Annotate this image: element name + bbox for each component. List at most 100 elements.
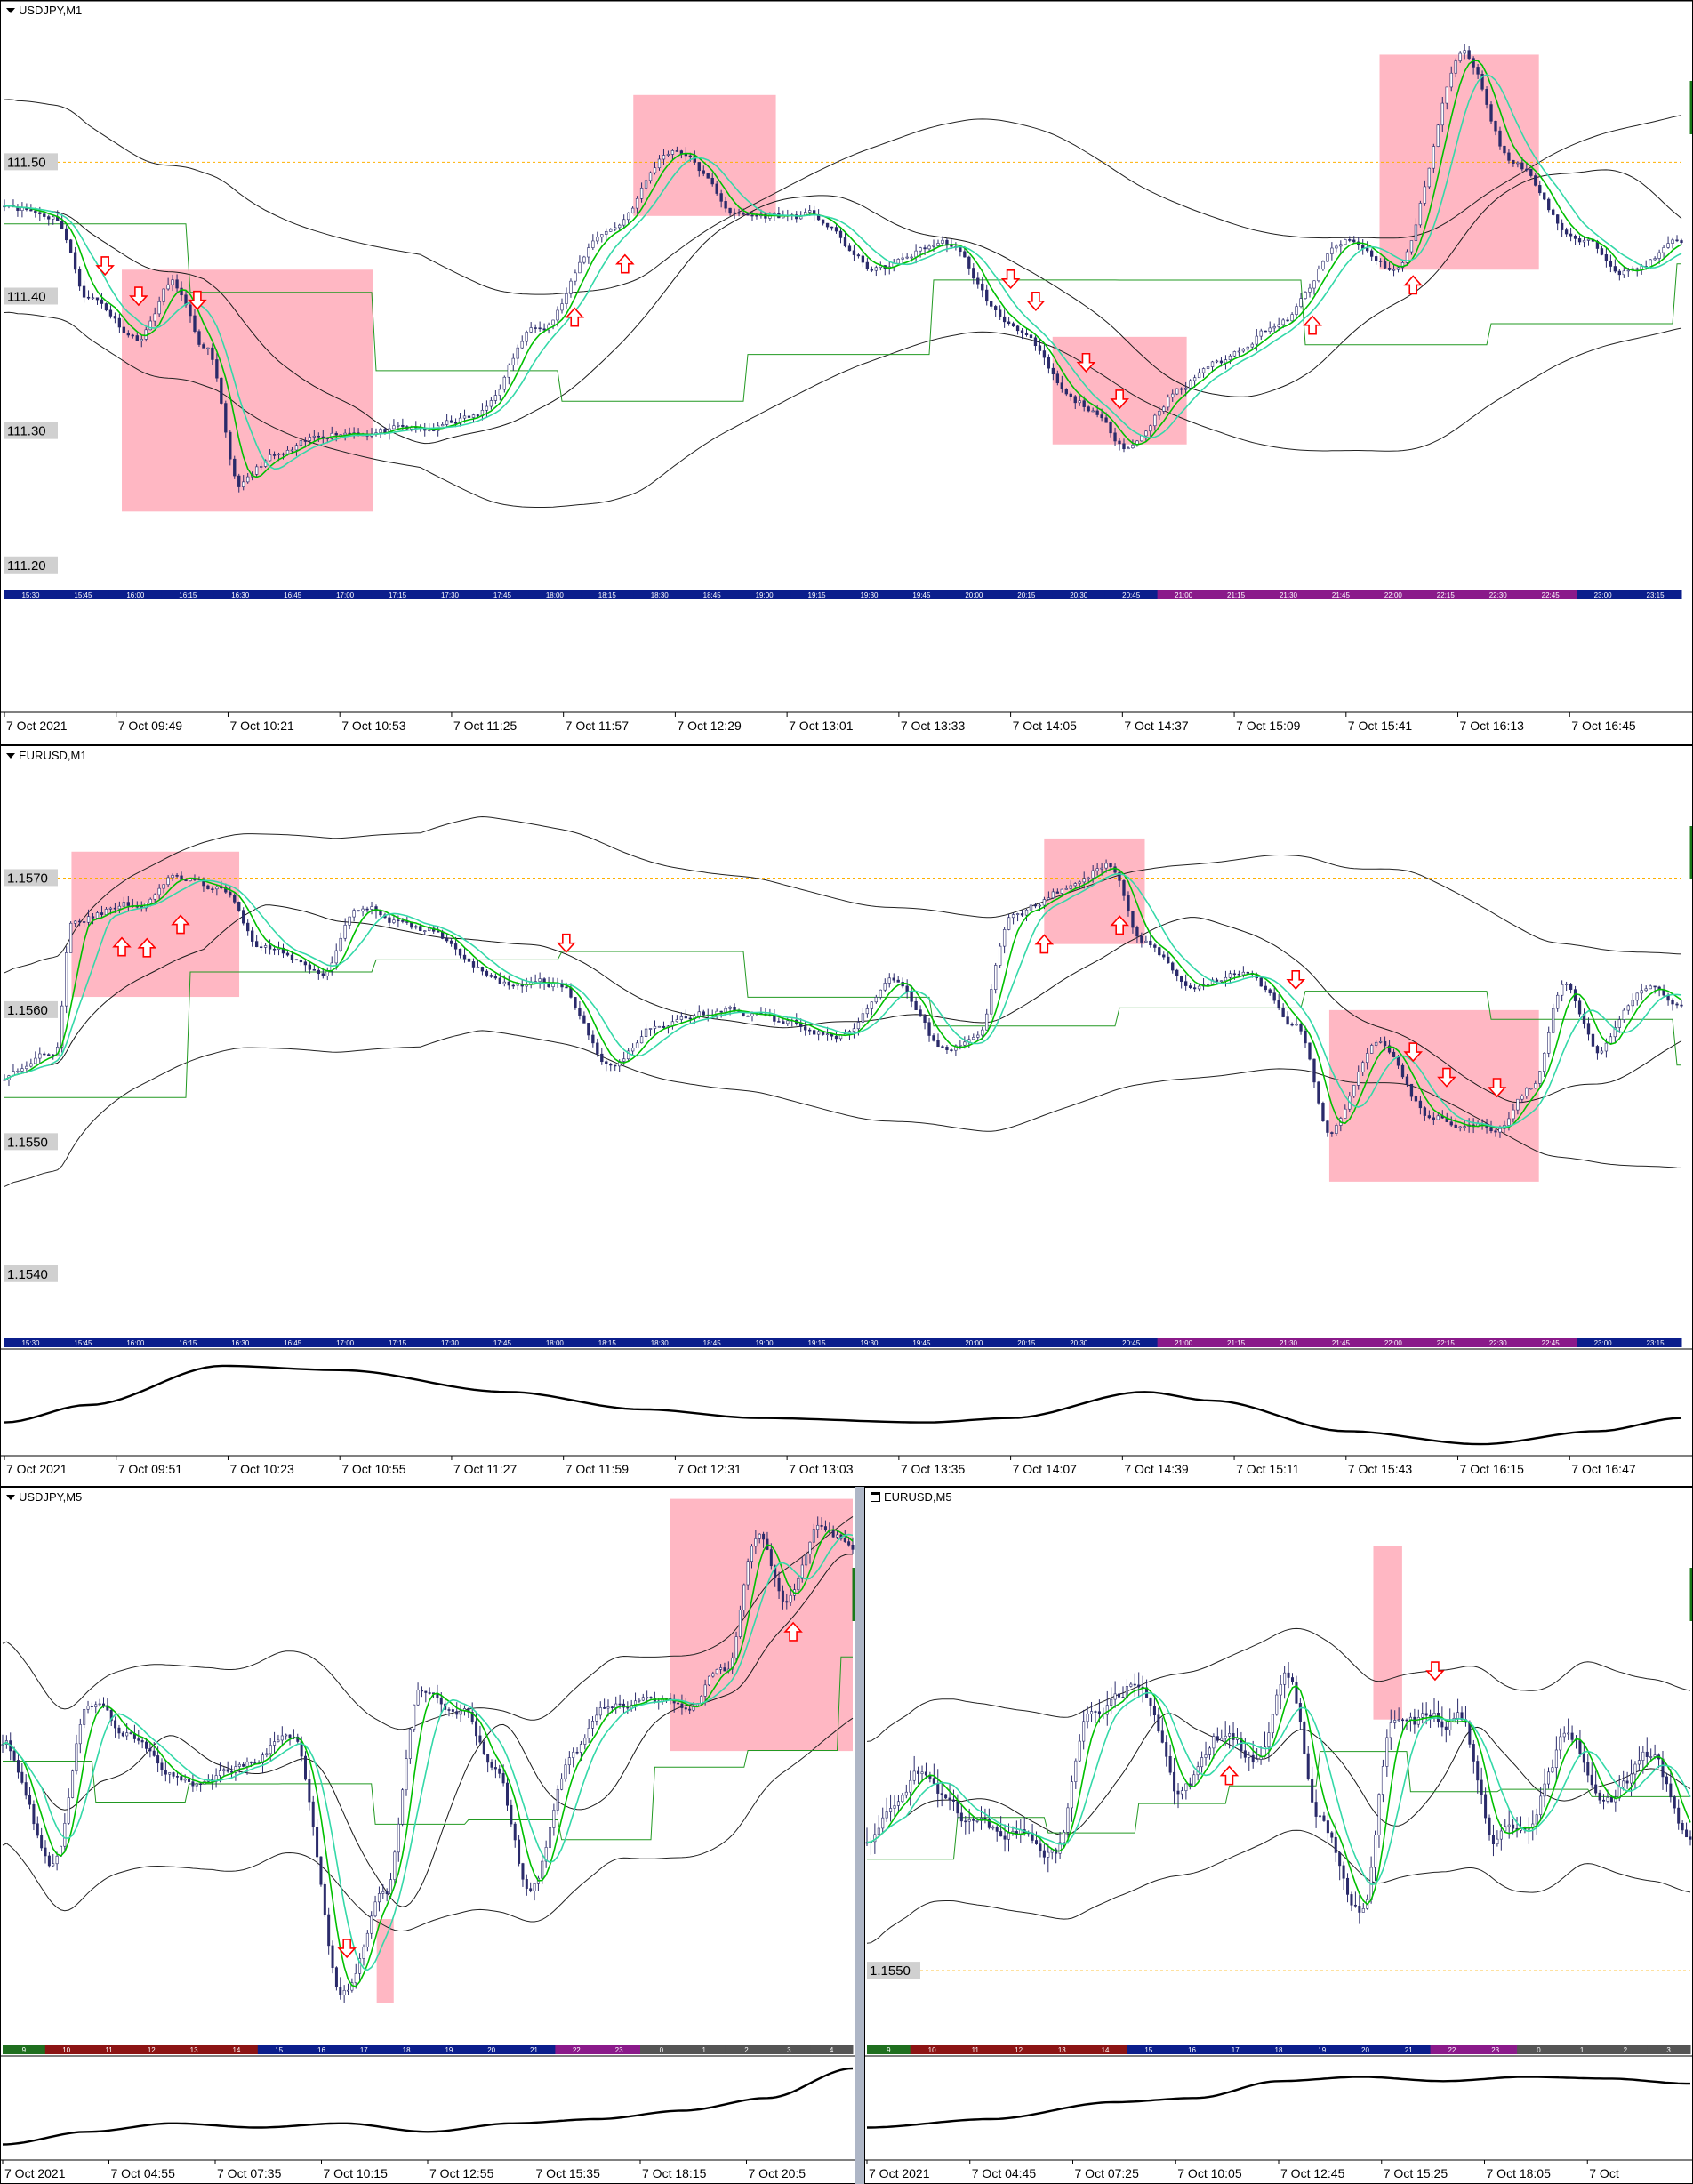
session-segment — [1344, 2045, 1388, 2054]
candle-body — [98, 1703, 101, 1706]
session-segment — [1209, 590, 1263, 599]
candle-body — [1047, 897, 1051, 900]
chevron-down-icon[interactable] — [6, 752, 15, 759]
candle-body — [688, 1708, 692, 1711]
time-label: 7 Oct 10:05 — [1177, 2166, 1242, 2180]
session-segment — [1367, 590, 1420, 599]
candle-body — [600, 234, 604, 238]
candle-body — [985, 1013, 989, 1031]
chart-window-usdjpy-m5[interactable]: USDJPY,M5 9 10 11 12 13 14 15 16 17 18 19 20 21 22 23 0… — [0, 1487, 855, 2184]
candle-body — [361, 908, 365, 912]
time-label: 7 Oct 11:57 — [566, 719, 630, 733]
candle-body — [334, 432, 338, 436]
candle-body — [702, 170, 705, 174]
pane-splitter[interactable] — [855, 1487, 864, 2184]
time-label: 7 Oct 20:5 — [749, 2166, 806, 2180]
candle-body — [1414, 1096, 1418, 1102]
candle-body — [945, 1047, 949, 1050]
chart-canvas[interactable]: 1.1570 1.1560 1.1550 1.1540 15:30 15:45 16:00 1… — [1, 746, 1693, 1487]
candle-body — [189, 879, 192, 881]
session-label: 17:00 — [336, 591, 355, 599]
candle-body — [510, 1804, 513, 1825]
candle-body — [635, 198, 639, 209]
candle-body — [516, 347, 519, 359]
candle-body — [1308, 1042, 1312, 1060]
candle-body — [211, 347, 214, 360]
chart-canvas[interactable]: 111.50 111.40 111.30 111.20 15:30 15:45 16:00 1… — [1, 1, 1693, 745]
candle-body — [769, 1549, 773, 1567]
candle-body — [1543, 1783, 1546, 1797]
session-label: 20:30 — [1070, 591, 1088, 599]
candle-body — [1206, 366, 1210, 369]
candle-body — [622, 219, 626, 226]
candle-body — [1671, 239, 1674, 244]
session-label: 0 — [660, 2046, 664, 2054]
candle-body — [1680, 1004, 1683, 1007]
candle-body — [1507, 1824, 1511, 1827]
session-segment — [4, 590, 58, 599]
candle-body — [263, 945, 268, 948]
session-segment — [1603, 2045, 1648, 2054]
candle-body — [1149, 425, 1152, 432]
session-segment — [1213, 2045, 1258, 2054]
price-label-bg — [4, 422, 58, 439]
candle-body — [1201, 368, 1206, 373]
session-segment — [1419, 590, 1472, 599]
candle-body — [1192, 987, 1197, 990]
session-label: 20:30 — [1070, 1339, 1088, 1347]
candle-body — [420, 1690, 423, 1692]
candle-body — [1298, 1703, 1302, 1722]
candle-body — [65, 952, 68, 1007]
session-label: 19 — [1318, 2046, 1326, 2054]
chart-canvas[interactable]: 9 10 11 12 13 14 15 16 17 18 19 20 21 22 23 0 1 2 3 47 Oct … — [1, 1488, 855, 2184]
chart-window-usdjpy-m1[interactable]: USDJPY,M1 111.50 111.40 111.30 111.20 15:30 1… — [0, 0, 1693, 745]
candle-body — [254, 466, 259, 475]
window-icon[interactable] — [871, 1492, 880, 1502]
candle-body — [195, 1783, 198, 1787]
candle-body — [47, 1855, 51, 1867]
time-label: 7 Oct 18:05 — [1487, 2166, 1552, 2180]
session-label: 11 — [972, 2046, 980, 2054]
price-label: 111.20 — [4, 556, 58, 574]
candle-body — [1024, 909, 1029, 916]
candle-body — [738, 1610, 742, 1637]
candle-body — [719, 1010, 723, 1013]
candle-body — [423, 930, 427, 932]
chart-window-eurusd-m1[interactable]: EURUSD,M1 1.1570 1.1560 1.1550 1.1540 15:30 1… — [0, 745, 1693, 1487]
candle-body — [1570, 1732, 1574, 1740]
candle-body — [114, 1720, 117, 1729]
price-label-text: 111.40 — [7, 290, 46, 305]
session-label: 19:00 — [756, 591, 774, 599]
candle-body — [1586, 238, 1591, 241]
candle-body — [1427, 1115, 1432, 1119]
session-segment — [56, 590, 110, 599]
candle-body — [684, 1016, 688, 1019]
candle-body — [505, 1782, 509, 1806]
session-label: 15:45 — [74, 591, 92, 599]
candle-body — [370, 906, 373, 910]
chevron-down-icon[interactable] — [6, 7, 15, 13]
candle-body — [148, 1748, 152, 1752]
candle-body — [373, 1901, 377, 1917]
moving-average-medium-line — [4, 74, 1682, 470]
time-label: 7 Oct 10:15 — [324, 2166, 389, 2180]
candle-body — [808, 210, 812, 213]
candle-body — [1165, 1742, 1168, 1757]
candle-body — [265, 1753, 269, 1755]
candle-body — [68, 239, 73, 253]
candle-body — [226, 1769, 229, 1772]
session-segment — [1104, 1338, 1159, 1347]
time-label: 7 Oct 10:53 — [341, 719, 406, 733]
chevron-down-icon[interactable] — [6, 1494, 15, 1500]
candle-body — [73, 252, 77, 270]
session-label: 19 — [445, 2046, 453, 2054]
time-label: 7 Oct 12:45 — [1280, 2166, 1345, 2180]
price-label: 1.1560 — [4, 1000, 58, 1018]
candle-body — [476, 967, 480, 968]
candle-body — [1436, 1115, 1440, 1120]
candle-body — [1626, 1005, 1630, 1011]
candle-body — [405, 1758, 408, 1791]
chart-window-eurusd-m5[interactable]: EURUSD,M5 1.1550 9 10 11 12 13 14 15 16 17 18 19 20 2… — [864, 1487, 1693, 2184]
candle-body — [229, 431, 232, 460]
